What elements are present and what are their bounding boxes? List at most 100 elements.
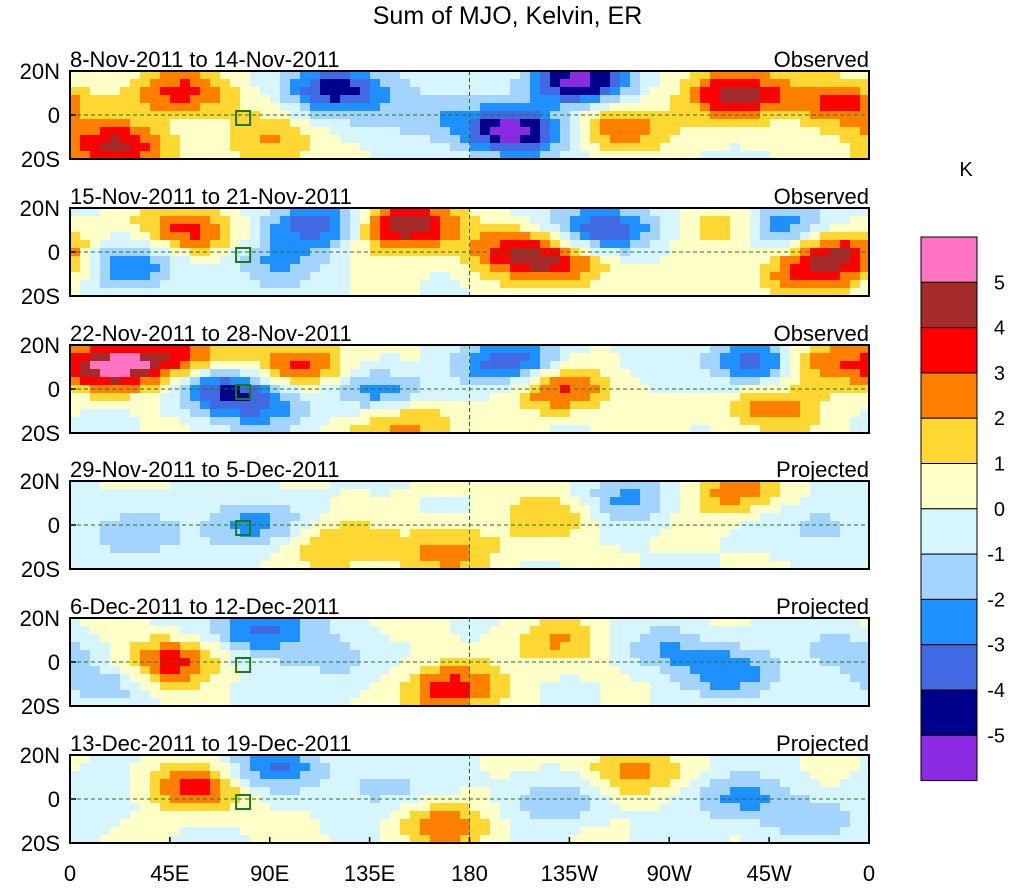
field-cell [760,103,771,112]
field-cell [400,626,411,635]
field-cell [460,143,471,152]
field-cell [190,803,201,812]
field-cell [380,79,391,88]
field-cell [690,224,701,233]
field-cell [620,216,631,225]
field-cell [780,529,791,538]
field-cell [280,288,291,296]
field-cell [780,779,791,788]
field-cell [210,779,221,788]
field-cell [480,280,491,289]
field-cell [300,658,311,667]
field-cell [100,755,111,764]
field-cell [720,642,731,651]
field-cell [850,553,861,562]
field-cell [600,256,611,265]
field-cell [480,690,491,699]
field-cell [250,626,261,635]
field-cell [620,232,631,241]
field-cell [800,240,811,249]
field-cell [120,111,131,120]
field-cell [630,103,641,112]
field-cell [270,288,281,296]
field-cell [530,288,541,296]
field-cell [280,690,291,699]
field-cell [580,690,591,699]
field-cell [210,618,221,627]
field-cell [210,489,221,498]
field-cell [530,650,541,659]
field-cell [220,151,231,159]
field-cell [400,650,411,659]
field-cell [230,634,241,643]
field-cell [90,232,101,241]
field-cell [550,71,561,80]
field-cell [630,111,641,120]
field-cell [400,119,411,128]
field-cell [490,232,501,241]
field-cell [780,240,791,249]
field-cell [590,409,601,418]
field-cell [520,208,531,217]
field-cell [140,529,151,538]
field-cell [460,393,471,402]
field-cell [310,272,321,281]
field-cell [150,417,161,426]
field-cell [210,626,221,635]
field-cell [610,232,621,241]
field-cell [520,779,531,788]
field-cell [540,779,551,788]
field-cell [780,787,791,796]
field-cell [720,505,731,514]
field-cell [70,545,81,554]
field-cell [400,385,411,394]
field-cell [800,682,811,691]
field-cell [680,111,691,120]
field-cell [540,690,551,699]
field-cell [700,103,711,112]
field-cell [800,561,811,569]
field-cell [380,650,391,659]
field-cell [740,216,751,225]
field-cell [630,529,641,538]
field-cell [270,272,281,281]
field-cell [640,232,651,241]
field-cell [130,803,141,812]
field-cell [460,264,471,273]
field-cell [160,143,171,152]
field-cell [670,224,681,233]
field-cell [750,401,761,410]
field-cell [500,755,511,764]
field-cell [630,505,641,514]
field-cell [230,216,241,225]
field-cell [440,763,451,772]
field-cell [150,264,161,273]
field-cell [770,497,781,506]
field-cell [780,626,791,635]
field-cell [220,256,231,265]
field-cell [200,650,211,659]
field-cell [530,135,541,144]
field-cell [100,151,111,159]
field-cell [250,409,261,418]
field-cell [760,618,771,627]
field-cell [530,216,541,225]
field-cell [250,417,261,426]
field-cell [730,763,741,772]
field-cell [830,272,841,281]
field-cell [800,674,811,683]
field-cell [730,545,741,554]
field-cell [210,71,221,80]
field-cell [670,553,681,562]
field-cell [560,264,571,273]
field-cell [840,248,851,257]
field-cell [70,224,81,233]
field-cell [450,143,461,152]
field-cell [570,545,581,554]
field-cell [210,240,221,249]
field-cell [350,425,361,433]
field-cell [790,529,801,538]
field-cell [180,674,191,683]
field-cell [570,771,581,780]
field-cell [610,377,621,386]
